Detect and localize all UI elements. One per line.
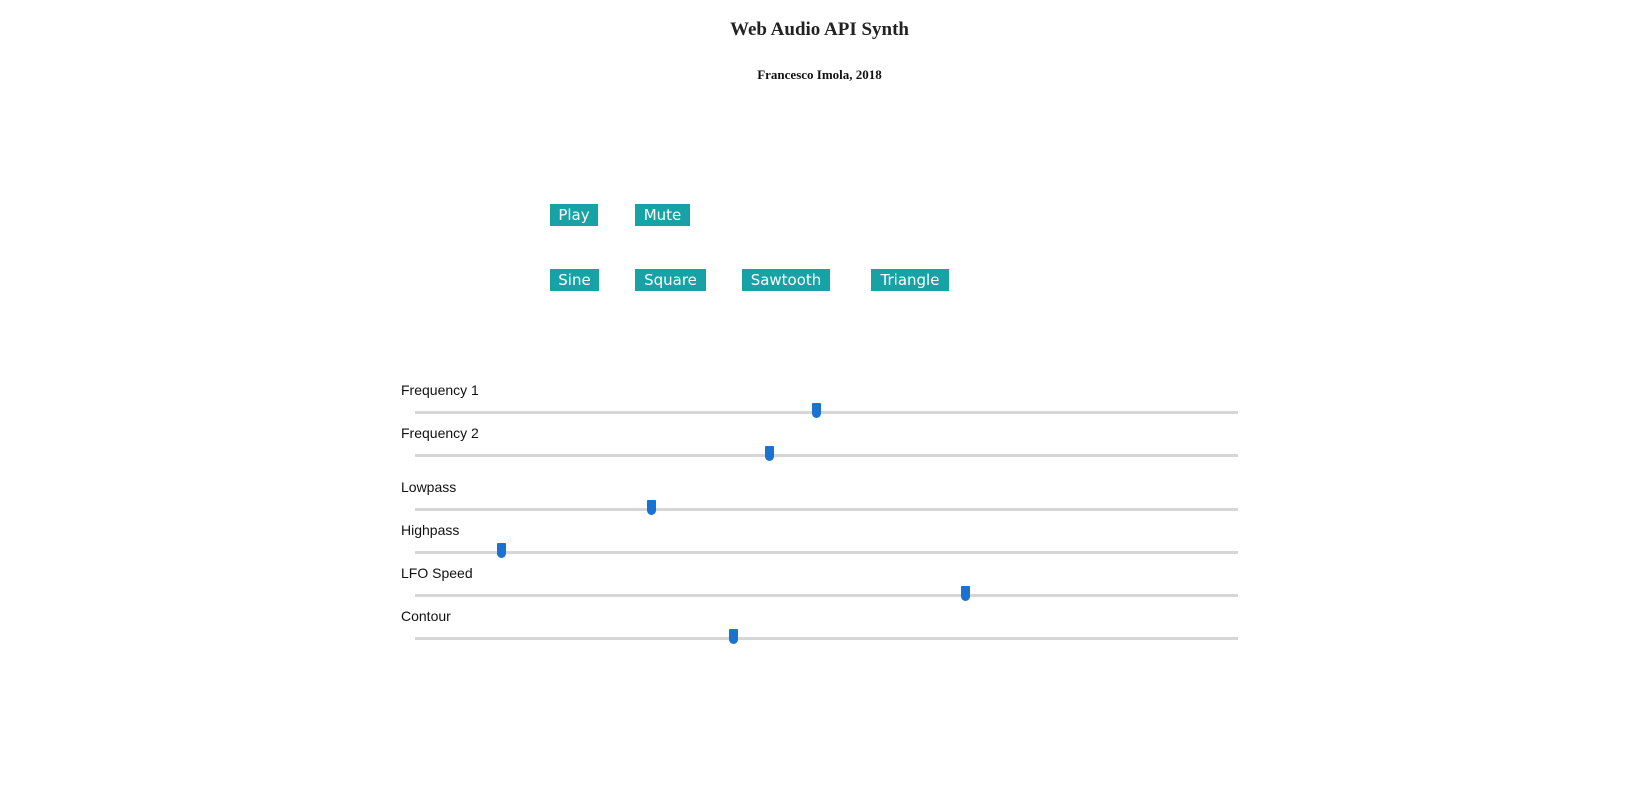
mute-button[interactable]: Mute: [635, 204, 690, 226]
lowpass-slider[interactable]: [415, 500, 1238, 515]
frequency-2-slider[interactable]: [415, 446, 1238, 461]
contour-slider-thumb[interactable]: [728, 629, 738, 644]
contour-label: Contour: [401, 608, 451, 624]
page-subtitle: Francesco Imola, 2018: [757, 67, 882, 82]
play-button[interactable]: Play: [550, 204, 598, 226]
sine-wave-button[interactable]: Sine: [550, 269, 599, 291]
lfo-speed-slider[interactable]: [415, 586, 1238, 601]
lfo-speed-label: LFO Speed: [401, 565, 473, 581]
highpass-label: Highpass: [401, 522, 460, 538]
lfo-speed-slider-thumb[interactable]: [960, 586, 970, 601]
contour-slider[interactable]: [415, 629, 1238, 644]
lowpass-slider-thumb[interactable]: [647, 500, 657, 515]
frequency-1-slider[interactable]: [415, 403, 1238, 418]
highpass-slider[interactable]: [415, 543, 1238, 558]
lowpass-label: Lowpass: [401, 479, 457, 495]
highpass-slider-thumb[interactable]: [497, 543, 507, 558]
frequency-2-slider-thumb[interactable]: [764, 446, 774, 461]
page-title: Web Audio API Synth: [730, 19, 909, 40]
square-wave-button[interactable]: Square: [635, 269, 706, 291]
frequency-2-label: Frequency 2: [401, 425, 479, 441]
frequency-1-label: Frequency 1: [401, 382, 479, 398]
sawtooth-wave-button[interactable]: Sawtooth: [742, 269, 830, 291]
frequency-1-slider-thumb[interactable]: [811, 403, 821, 418]
triangle-wave-button[interactable]: Triangle: [871, 269, 949, 291]
